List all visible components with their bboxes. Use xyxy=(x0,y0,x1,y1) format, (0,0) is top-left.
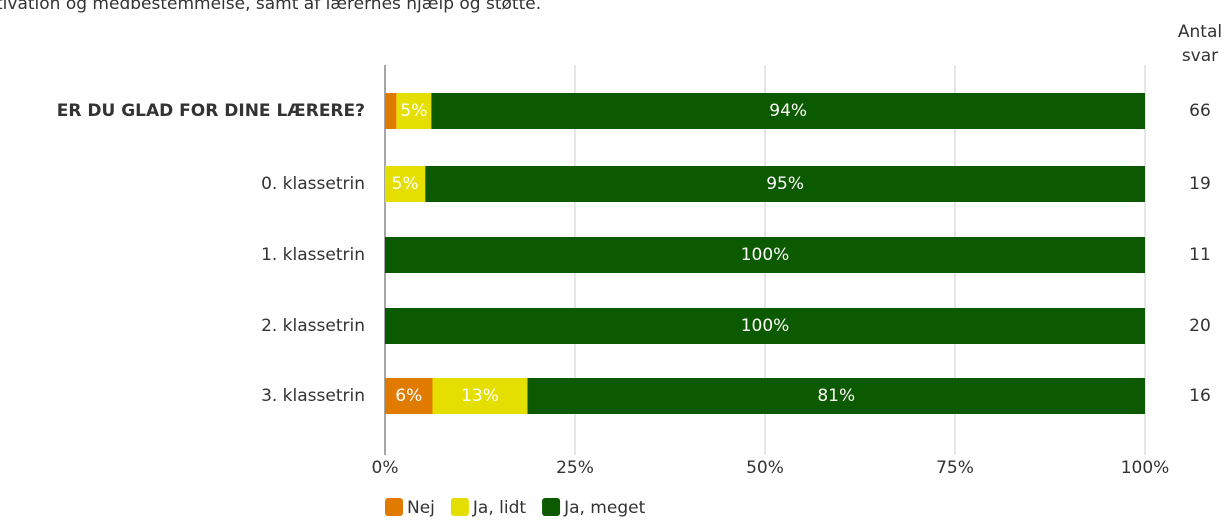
legend-label: Ja, lidt xyxy=(472,498,526,518)
data-label: 6% xyxy=(395,386,422,406)
bar-segment xyxy=(396,93,432,129)
legend-swatch xyxy=(385,498,403,516)
bar-segment xyxy=(425,166,1145,202)
bar-segment xyxy=(385,308,1145,344)
bar-segment xyxy=(385,166,426,202)
legend-label: Nej xyxy=(407,498,435,518)
data-label: 5% xyxy=(400,101,427,121)
bar-segment xyxy=(385,237,1145,273)
data-label: 13% xyxy=(461,386,499,406)
y-tick-label: 0. klassetrin xyxy=(261,174,365,194)
data-label: 100% xyxy=(741,316,790,336)
bar-segment xyxy=(385,93,397,129)
count: 19 xyxy=(1189,174,1211,194)
bar-segment xyxy=(527,378,1145,414)
x-tick-label: 75% xyxy=(936,458,974,478)
data-label: 81% xyxy=(817,386,855,406)
y-tick-label: 1. klassetrin xyxy=(261,245,365,265)
y-tick-label: ER DU GLAD FOR DINE LÆRERE? xyxy=(57,101,365,121)
legend-swatch xyxy=(542,498,561,516)
legend-swatch xyxy=(450,498,469,516)
count: 16 xyxy=(1189,386,1211,406)
bar-segment xyxy=(385,378,433,414)
count: 11 xyxy=(1189,245,1211,265)
count: 20 xyxy=(1189,316,1211,336)
counts-title: Antal xyxy=(1178,22,1222,42)
legend-label: Ja, meget xyxy=(563,498,646,518)
bar-segment xyxy=(431,93,1145,129)
data-label: 94% xyxy=(769,101,807,121)
counts-title: svar xyxy=(1182,46,1218,66)
data-label: 100% xyxy=(741,245,790,265)
bar-segment xyxy=(432,378,528,414)
y-tick-label: 2. klassetrin xyxy=(261,316,365,336)
x-tick-label: 25% xyxy=(556,458,594,478)
x-tick-label: 100% xyxy=(1121,458,1170,478)
x-tick-label: 50% xyxy=(746,458,784,478)
x-tick-label: 0% xyxy=(372,458,399,478)
y-tick-label: 3. klassetrin xyxy=(261,386,365,406)
chart-subtitle: tivation og medbestemmelse, samt af lære… xyxy=(0,0,541,14)
data-label: 5% xyxy=(392,174,419,194)
count: 66 xyxy=(1189,101,1211,121)
data-label: 95% xyxy=(766,174,804,194)
